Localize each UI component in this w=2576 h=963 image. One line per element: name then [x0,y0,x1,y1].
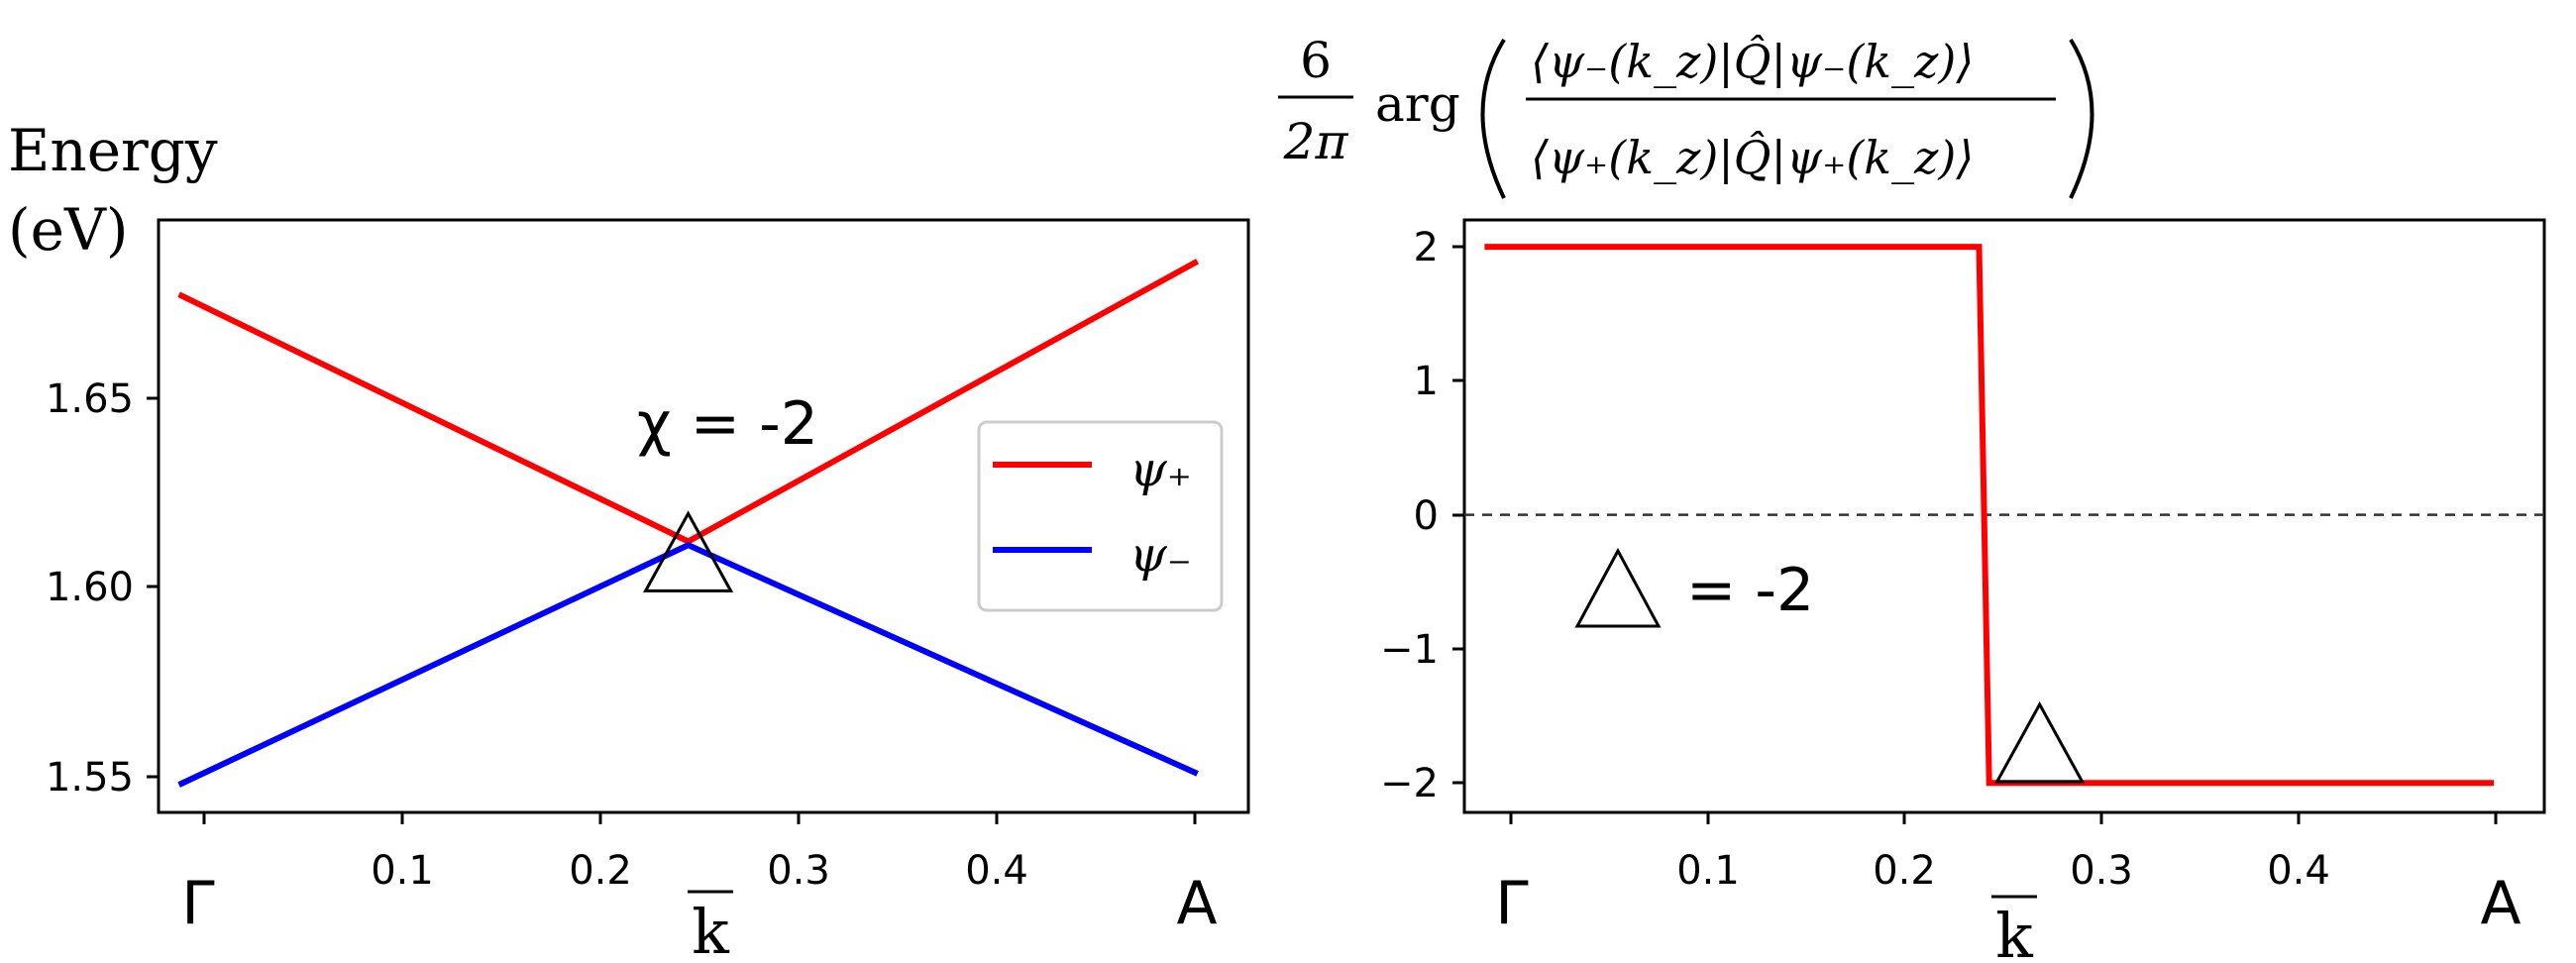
right-xtick-label: 0.3 [2070,848,2133,894]
title-numerator-text: ⟨ψ₋(k_z)|Q̂|ψ₋(k_z)⟩ [1531,35,1974,88]
left-legend: ψ₊ ψ₋ [977,420,1224,612]
title-denominator-text: ⟨ψ₊(k_z)|Q̂|ψ₊(k_z)⟩ [1531,131,1974,184]
series-line-psi-plus [177,259,1200,545]
left-panel: Energy (eV) 1.65 1.60 1.55 Γ 0.1 0.2 0.3… [8,117,1250,963]
right-ytick-label: 0 [1414,493,1439,539]
left-xtick-label: 0.1 [371,848,434,894]
left-xlabel-text: k [692,896,729,963]
left-xtick-label: Γ [181,869,215,938]
jump-triangle-marker [1994,700,2086,784]
left-xtick-label: 0.4 [965,848,1028,894]
right-y-ticks: 2 1 0 −1 −2 [1380,225,1464,806]
right-legend-triangle-icon [1574,547,1662,628]
left-x-ticks: Γ 0.1 0.2 0.3 0.4 A [181,812,1218,938]
right-axes-frame [1462,218,2546,814]
left-ytick-label: 1.55 [46,755,134,801]
left-ytick-label: 1.60 [46,565,134,610]
crossing-triangle-marker [643,510,734,592]
legend-frame [977,420,1224,612]
left-xlabel: k [688,890,733,963]
left-axes-frame [157,218,1250,814]
right-xlabel: k [1991,895,2037,963]
right-xlabel-text: k [1995,900,2033,963]
title-fraction-denominator: 2π [1283,113,1349,170]
title-arg-text: arg [1375,75,1460,133]
right-xtick-label: 0.4 [2267,848,2330,894]
legend-label-psi-minus: ψ₋ [1129,527,1192,583]
left-ylabel-line2: (eV) [8,196,128,264]
left-y-ticks: 1.65 1.60 1.55 [46,376,159,801]
left-chirality-annotation: χ = -2 [637,389,818,459]
right-panel: 6 2π arg ⟨ψ₋(k_z)|Q̂|ψ₋(k_z)⟩ ⟨ψ₊(k_z)|Q… [1278,32,2546,963]
right-plot-area [1464,244,2544,787]
right-x-ticks: Γ 0.1 0.2 0.3 0.4 A [1495,812,2522,938]
left-xtick-label: 0.2 [569,848,632,894]
right-title: 6 2π arg ⟨ψ₋(k_z)|Q̂|ψ₋(k_z)⟩ ⟨ψ₊(k_z)|Q… [1278,32,2094,199]
legend-label-psi-plus: ψ₊ [1129,442,1192,497]
title-left-paren [1480,38,1506,199]
right-xtick-label: A [2480,869,2521,938]
right-xtick-label: Γ [1495,869,1529,938]
right-ytick-label: 2 [1414,225,1439,270]
title-fraction-numerator: 6 [1300,32,1332,89]
right-ytick-label: −1 [1380,627,1439,673]
right-ytick-label: −2 [1380,761,1439,806]
right-xtick-label: 0.1 [1676,848,1740,894]
left-ylabel-line1: Energy [8,117,218,184]
right-ytick-label: 1 [1414,359,1439,404]
series-line-psi-minus [177,541,1199,788]
right-xtick-label: 0.2 [1873,848,1936,894]
title-right-paren [2069,38,2094,199]
left-plot-area [177,259,1200,788]
winding-step-line [1484,244,2495,787]
left-xtick-label: 0.3 [767,848,830,894]
left-ytick-label: 1.65 [46,376,134,422]
left-xtick-label: A [1176,869,1217,938]
right-winding-annotation: = -2 [1686,556,1814,625]
